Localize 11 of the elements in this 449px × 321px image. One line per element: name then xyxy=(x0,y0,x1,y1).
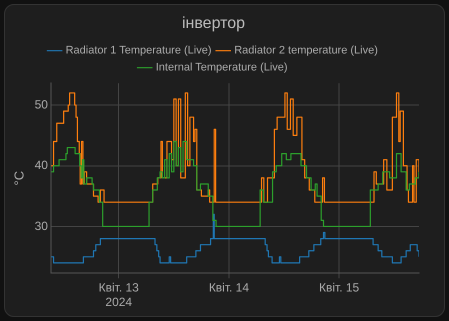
legend-label: Radiator 1 Temperature (Live) xyxy=(66,44,212,57)
legend-label: Internal Temperature (Live) xyxy=(156,62,288,74)
x-tick-label: Квіт. 14 xyxy=(208,280,250,295)
x-tick-label: Квіт. 13 2024 xyxy=(98,280,140,310)
y-axis-title: °C xyxy=(11,170,26,186)
x-tick-label: Квіт. 15 xyxy=(319,280,360,295)
y-tick-label: 30 xyxy=(34,218,48,233)
legend-label: Radiator 2 temperature (Live) xyxy=(234,44,378,57)
y-tick-label: 40 xyxy=(34,158,48,172)
y-tick-label: 50 xyxy=(34,97,48,112)
chart-title: інвертор xyxy=(182,15,246,32)
